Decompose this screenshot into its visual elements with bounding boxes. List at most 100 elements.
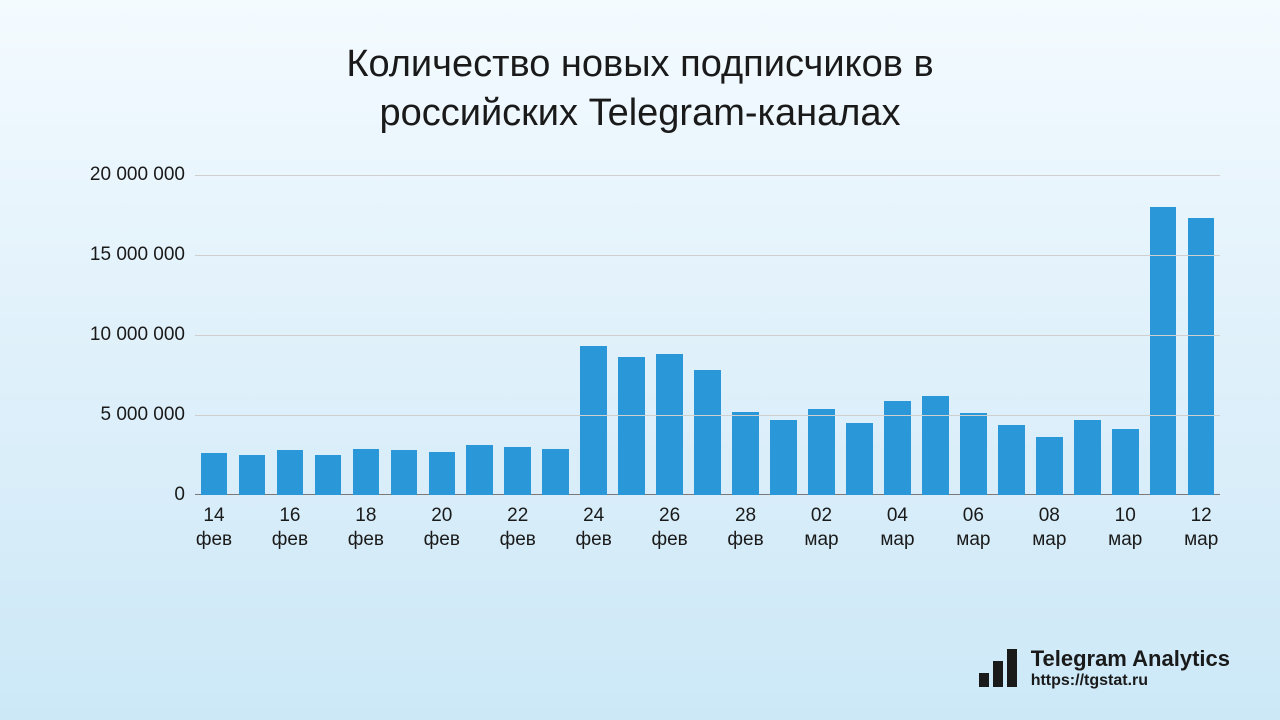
y-tick-label: 0 xyxy=(60,484,185,506)
x-tick-label xyxy=(309,500,347,555)
x-tick-month: мар xyxy=(878,528,916,552)
bar xyxy=(315,455,342,495)
x-tick-month: мар xyxy=(803,528,841,552)
bar xyxy=(1150,207,1177,495)
y-tick-label: 10 000 000 xyxy=(60,324,185,346)
bar xyxy=(580,346,607,495)
bar xyxy=(542,449,569,495)
x-tick-label xyxy=(689,500,727,555)
x-tick-month: фев xyxy=(575,528,613,552)
x-tick-label xyxy=(916,500,954,555)
x-tick-month: мар xyxy=(1182,528,1220,552)
bar xyxy=(732,412,759,495)
x-tick-label xyxy=(1068,500,1106,555)
x-axis-labels: 14фев16фев18фев20фев22фев24фев26фев28фев… xyxy=(195,500,1220,555)
x-tick-month: фев xyxy=(651,528,689,552)
x-tick-month: фев xyxy=(195,528,233,552)
x-tick-month: фев xyxy=(347,528,385,552)
bar xyxy=(466,445,493,495)
x-tick-month: фев xyxy=(499,528,537,552)
x-tick-label xyxy=(233,500,271,555)
attribution: Telegram Analytics https://tgstat.ru xyxy=(979,646,1230,690)
x-tick-day: 18 xyxy=(355,505,376,526)
x-tick-label xyxy=(1144,500,1182,555)
logo-bar-1 xyxy=(979,673,989,687)
bar xyxy=(1188,218,1215,495)
bar xyxy=(656,354,683,495)
x-tick-day: 16 xyxy=(279,505,300,526)
x-tick-day: 20 xyxy=(431,505,452,526)
y-tick-label: 20 000 000 xyxy=(60,164,185,186)
y-tick-label: 5 000 000 xyxy=(60,404,185,426)
title-line-1: Количество новых подписчиков в xyxy=(346,43,933,85)
bar-chart: 05 000 00010 000 00015 000 00020 000 000… xyxy=(60,175,1220,555)
attribution-text: Telegram Analytics https://tgstat.ru xyxy=(1031,646,1230,690)
gridline xyxy=(195,415,1220,416)
x-tick-day: 24 xyxy=(583,505,604,526)
x-tick-day: 08 xyxy=(1039,505,1060,526)
x-tick-label xyxy=(537,500,575,555)
title-line-2: российских Telegram-каналах xyxy=(379,92,900,134)
x-tick-day: 14 xyxy=(203,505,224,526)
bar xyxy=(239,455,266,495)
y-tick-label: 15 000 000 xyxy=(60,244,185,266)
bar xyxy=(694,370,721,495)
x-tick-month: фев xyxy=(271,528,309,552)
x-tick-day: 22 xyxy=(507,505,528,526)
logo-bar-2 xyxy=(993,661,1003,687)
x-tick-label xyxy=(385,500,423,555)
x-tick-label: 10мар xyxy=(1106,500,1144,555)
x-tick-label: 20фев xyxy=(423,500,461,555)
x-tick-day: 28 xyxy=(735,505,756,526)
x-tick-label: 06мар xyxy=(954,500,992,555)
gridline xyxy=(195,335,1220,336)
attribution-name: Telegram Analytics xyxy=(1031,646,1230,672)
x-tick-label xyxy=(840,500,878,555)
x-tick-label: 16фев xyxy=(271,500,309,555)
bar xyxy=(1074,420,1101,495)
logo-bar-3 xyxy=(1007,649,1017,687)
bar xyxy=(277,450,304,495)
bar xyxy=(808,409,835,495)
x-tick-label xyxy=(765,500,803,555)
x-tick-label: 08мар xyxy=(1030,500,1068,555)
x-tick-label: 04мар xyxy=(878,500,916,555)
bar xyxy=(1036,437,1063,495)
bar xyxy=(846,423,873,495)
x-tick-day: 06 xyxy=(963,505,984,526)
bar xyxy=(922,396,949,495)
x-tick-month: мар xyxy=(954,528,992,552)
bar xyxy=(1112,429,1139,495)
bar xyxy=(429,452,456,495)
x-tick-label: 26фев xyxy=(651,500,689,555)
x-tick-day: 10 xyxy=(1115,505,1136,526)
x-tick-label: 24фев xyxy=(575,500,613,555)
x-tick-label: 22фев xyxy=(499,500,537,555)
x-tick-day: 12 xyxy=(1191,505,1212,526)
x-tick-month: фев xyxy=(423,528,461,552)
x-tick-label: 14фев xyxy=(195,500,233,555)
bar xyxy=(353,449,380,495)
bar xyxy=(770,420,797,495)
x-tick-month: фев xyxy=(727,528,765,552)
x-tick-label xyxy=(461,500,499,555)
bar xyxy=(504,447,531,495)
x-tick-label: 28фев xyxy=(727,500,765,555)
x-tick-day: 02 xyxy=(811,505,832,526)
bar xyxy=(201,453,228,495)
chart-title: Количество новых подписчиков в российски… xyxy=(0,40,1280,139)
gridline xyxy=(195,255,1220,256)
x-tick-label: 18фев xyxy=(347,500,385,555)
x-tick-label xyxy=(613,500,651,555)
bar xyxy=(618,357,645,495)
x-tick-month: мар xyxy=(1030,528,1068,552)
gridline xyxy=(195,175,1220,176)
attribution-url: https://tgstat.ru xyxy=(1031,672,1230,690)
x-tick-day: 04 xyxy=(887,505,908,526)
bar xyxy=(998,425,1025,495)
logo-icon xyxy=(979,649,1017,687)
x-tick-month: мар xyxy=(1106,528,1144,552)
bar xyxy=(960,413,987,495)
bar xyxy=(391,450,418,495)
x-tick-label: 02мар xyxy=(803,500,841,555)
